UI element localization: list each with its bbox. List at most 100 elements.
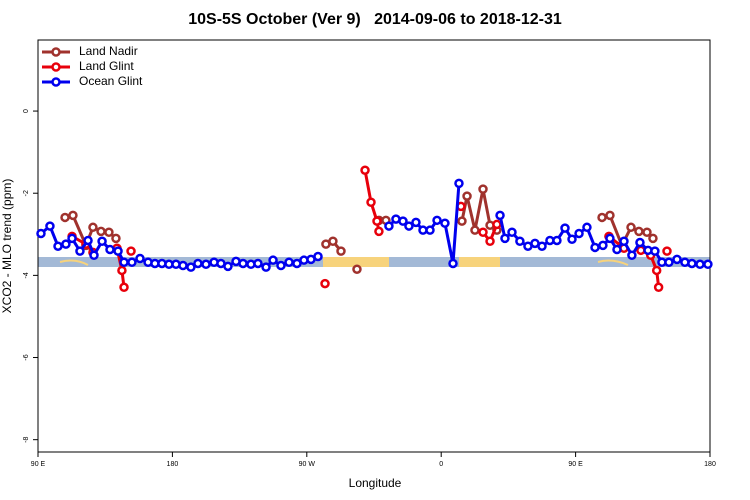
data-point <box>135 253 145 264</box>
data-point <box>687 258 697 269</box>
data-point <box>261 262 271 272</box>
y-tick-label: -2 <box>23 190 30 196</box>
legend-label: Land Nadir <box>79 44 138 58</box>
data-point <box>492 219 502 230</box>
x-tick-label: 90 W <box>299 461 316 468</box>
data-point <box>67 233 77 244</box>
data-point <box>253 258 263 269</box>
data-point <box>384 221 394 231</box>
data-point <box>104 227 114 237</box>
data-point <box>626 222 636 233</box>
data-point <box>352 264 362 274</box>
data-point <box>612 244 622 255</box>
data-point <box>448 258 458 269</box>
data-point <box>454 178 464 189</box>
data-point <box>500 233 510 244</box>
data-point <box>178 260 188 271</box>
island-mark <box>59 259 629 266</box>
data-point <box>598 240 608 251</box>
data-point <box>650 246 660 256</box>
data-point <box>457 216 467 226</box>
data-point <box>582 222 592 233</box>
data-point <box>284 257 294 267</box>
surface-band <box>38 257 710 267</box>
data-point <box>695 259 705 270</box>
data-point <box>567 234 577 244</box>
x-tick-label: 180 <box>704 461 716 468</box>
data-point <box>360 165 370 175</box>
data-point <box>432 215 442 226</box>
data-point <box>507 227 517 237</box>
legend-label: Land Glint <box>79 59 134 73</box>
data-point <box>635 237 645 248</box>
data-point <box>89 250 99 260</box>
data-point <box>328 236 338 247</box>
data-point <box>292 258 302 269</box>
data-point <box>605 233 615 244</box>
data-point <box>560 223 570 233</box>
data-point <box>36 228 46 239</box>
series-line <box>72 170 667 287</box>
data-point <box>96 226 106 237</box>
legend-marker <box>51 62 61 72</box>
y-tick-label: 0 <box>23 109 30 113</box>
data-point <box>111 233 121 244</box>
data-point <box>117 265 127 276</box>
data-point <box>60 212 70 223</box>
y-tick-label: -4 <box>23 272 30 278</box>
data-point <box>193 258 203 269</box>
y-axis-label: XCO2 - MLO trend (ppm) <box>0 179 14 314</box>
data-point <box>113 246 123 256</box>
x-tick-label: 90 E <box>568 461 583 468</box>
data-point <box>478 227 488 237</box>
data-point <box>336 246 346 256</box>
data-point <box>75 246 85 256</box>
x-tick-label: 0 <box>439 461 443 468</box>
data-point <box>537 241 547 251</box>
data-point <box>223 261 233 272</box>
data-point <box>276 260 286 271</box>
data-point <box>648 233 658 244</box>
data-point <box>653 282 664 293</box>
data-point <box>411 217 421 228</box>
data-point <box>97 236 107 247</box>
data-point <box>605 210 615 221</box>
land-band <box>459 257 500 267</box>
legend-label: Ocean Glint <box>79 74 143 88</box>
y-tick-label: -8 <box>23 436 30 442</box>
legend-marker <box>51 77 61 87</box>
data-point <box>127 257 137 267</box>
data-point <box>440 218 450 228</box>
data-point <box>651 265 662 276</box>
y-tick-label: -6 <box>23 354 30 360</box>
legend-marker <box>51 47 61 57</box>
data-point <box>590 242 600 253</box>
data-point <box>61 239 71 249</box>
data-point <box>398 216 408 226</box>
data-point <box>495 210 505 221</box>
data-point <box>404 221 414 231</box>
data-point <box>374 226 384 237</box>
plot-frame <box>37 39 711 453</box>
data-point <box>105 244 115 255</box>
data-point <box>662 246 672 256</box>
data-point <box>126 246 136 256</box>
data-point <box>672 254 682 265</box>
data-point <box>268 255 278 265</box>
x-tick-label: 180 <box>167 461 179 468</box>
chart-title: 10S-5S October (Ver 9) 2014-09-06 to 201… <box>188 11 562 28</box>
data-point <box>83 235 93 246</box>
data-point <box>53 241 63 251</box>
data-point <box>119 282 129 293</box>
data-point <box>119 257 129 267</box>
data-point <box>462 191 472 201</box>
x-axis-label: Longitude <box>349 476 402 490</box>
land-band <box>323 257 389 267</box>
data-point <box>470 225 480 235</box>
data-point <box>515 236 525 247</box>
series-line <box>64 188 655 253</box>
data-point <box>45 221 55 231</box>
data-point <box>552 235 562 246</box>
